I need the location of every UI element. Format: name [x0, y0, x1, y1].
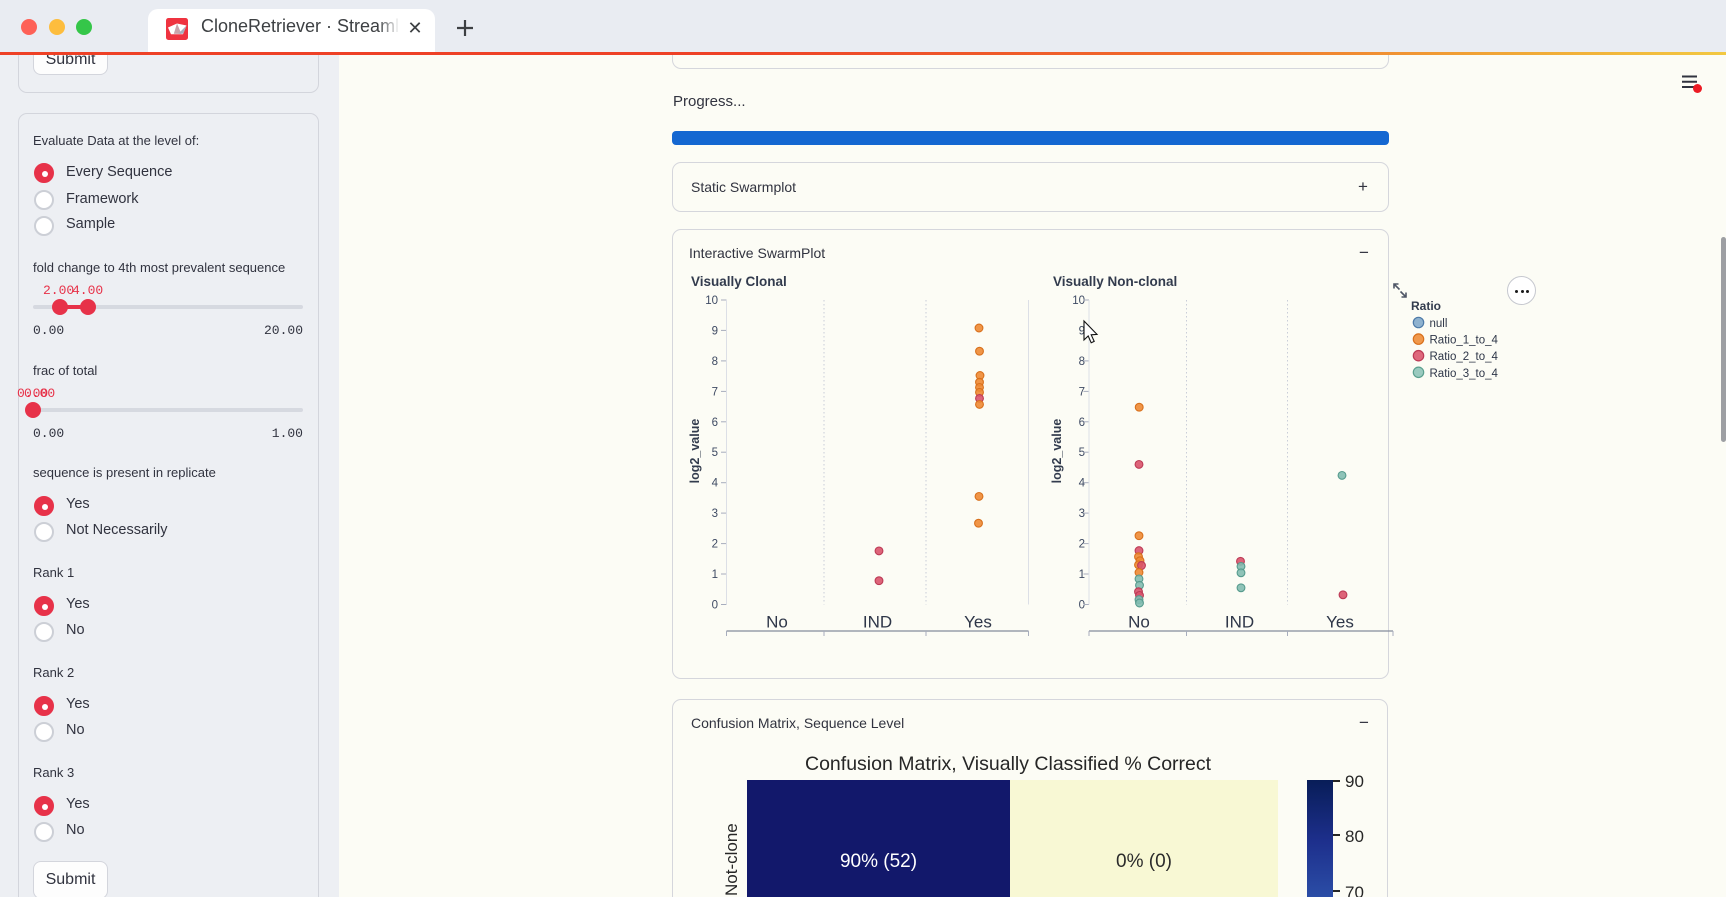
svg-text:7: 7 — [712, 386, 718, 398]
svg-text:No: No — [766, 613, 788, 632]
svg-text:log2_value: log2_value — [688, 419, 702, 484]
svg-text:2: 2 — [1079, 539, 1085, 551]
svg-text:IND: IND — [863, 613, 892, 632]
svg-text:3: 3 — [1079, 508, 1085, 520]
svg-text:Visually Non-clonal: Visually Non-clonal — [1053, 274, 1177, 289]
svg-text:6: 6 — [1079, 417, 1085, 429]
svg-text:6: 6 — [712, 417, 718, 429]
svg-text:10: 10 — [705, 295, 718, 307]
svg-text:9: 9 — [1079, 325, 1085, 337]
svg-text:2: 2 — [712, 539, 718, 551]
svg-text:null: null — [1430, 318, 1448, 330]
svg-text:9: 9 — [712, 325, 718, 337]
svg-text:Ratio_2_to_4: Ratio_2_to_4 — [1430, 351, 1499, 363]
svg-text:7: 7 — [1079, 386, 1085, 398]
svg-text:0: 0 — [1079, 600, 1085, 612]
svg-text:4: 4 — [712, 478, 719, 490]
svg-text:5: 5 — [1079, 447, 1085, 459]
svg-text:5: 5 — [712, 447, 718, 459]
svg-text:log2_value: log2_value — [1050, 419, 1064, 484]
svg-text:1: 1 — [712, 569, 718, 581]
svg-text:Ratio: Ratio — [1411, 299, 1441, 313]
svg-text:4: 4 — [1079, 478, 1086, 490]
svg-text:3: 3 — [712, 508, 718, 520]
svg-text:Yes: Yes — [964, 613, 992, 632]
svg-text:1: 1 — [1079, 569, 1085, 581]
svg-text:Ratio_3_to_4: Ratio_3_to_4 — [1430, 368, 1499, 380]
svg-text:Visually Clonal: Visually Clonal — [691, 274, 787, 289]
svg-text:8: 8 — [712, 356, 718, 368]
svg-text:IND: IND — [1225, 613, 1254, 632]
svg-text:Ratio_1_to_4: Ratio_1_to_4 — [1430, 335, 1499, 347]
svg-text:0: 0 — [712, 600, 718, 612]
svg-text:Yes: Yes — [1326, 613, 1354, 632]
svg-text:8: 8 — [1079, 356, 1085, 368]
svg-text:10: 10 — [1072, 295, 1085, 307]
svg-text:No: No — [1128, 613, 1150, 632]
